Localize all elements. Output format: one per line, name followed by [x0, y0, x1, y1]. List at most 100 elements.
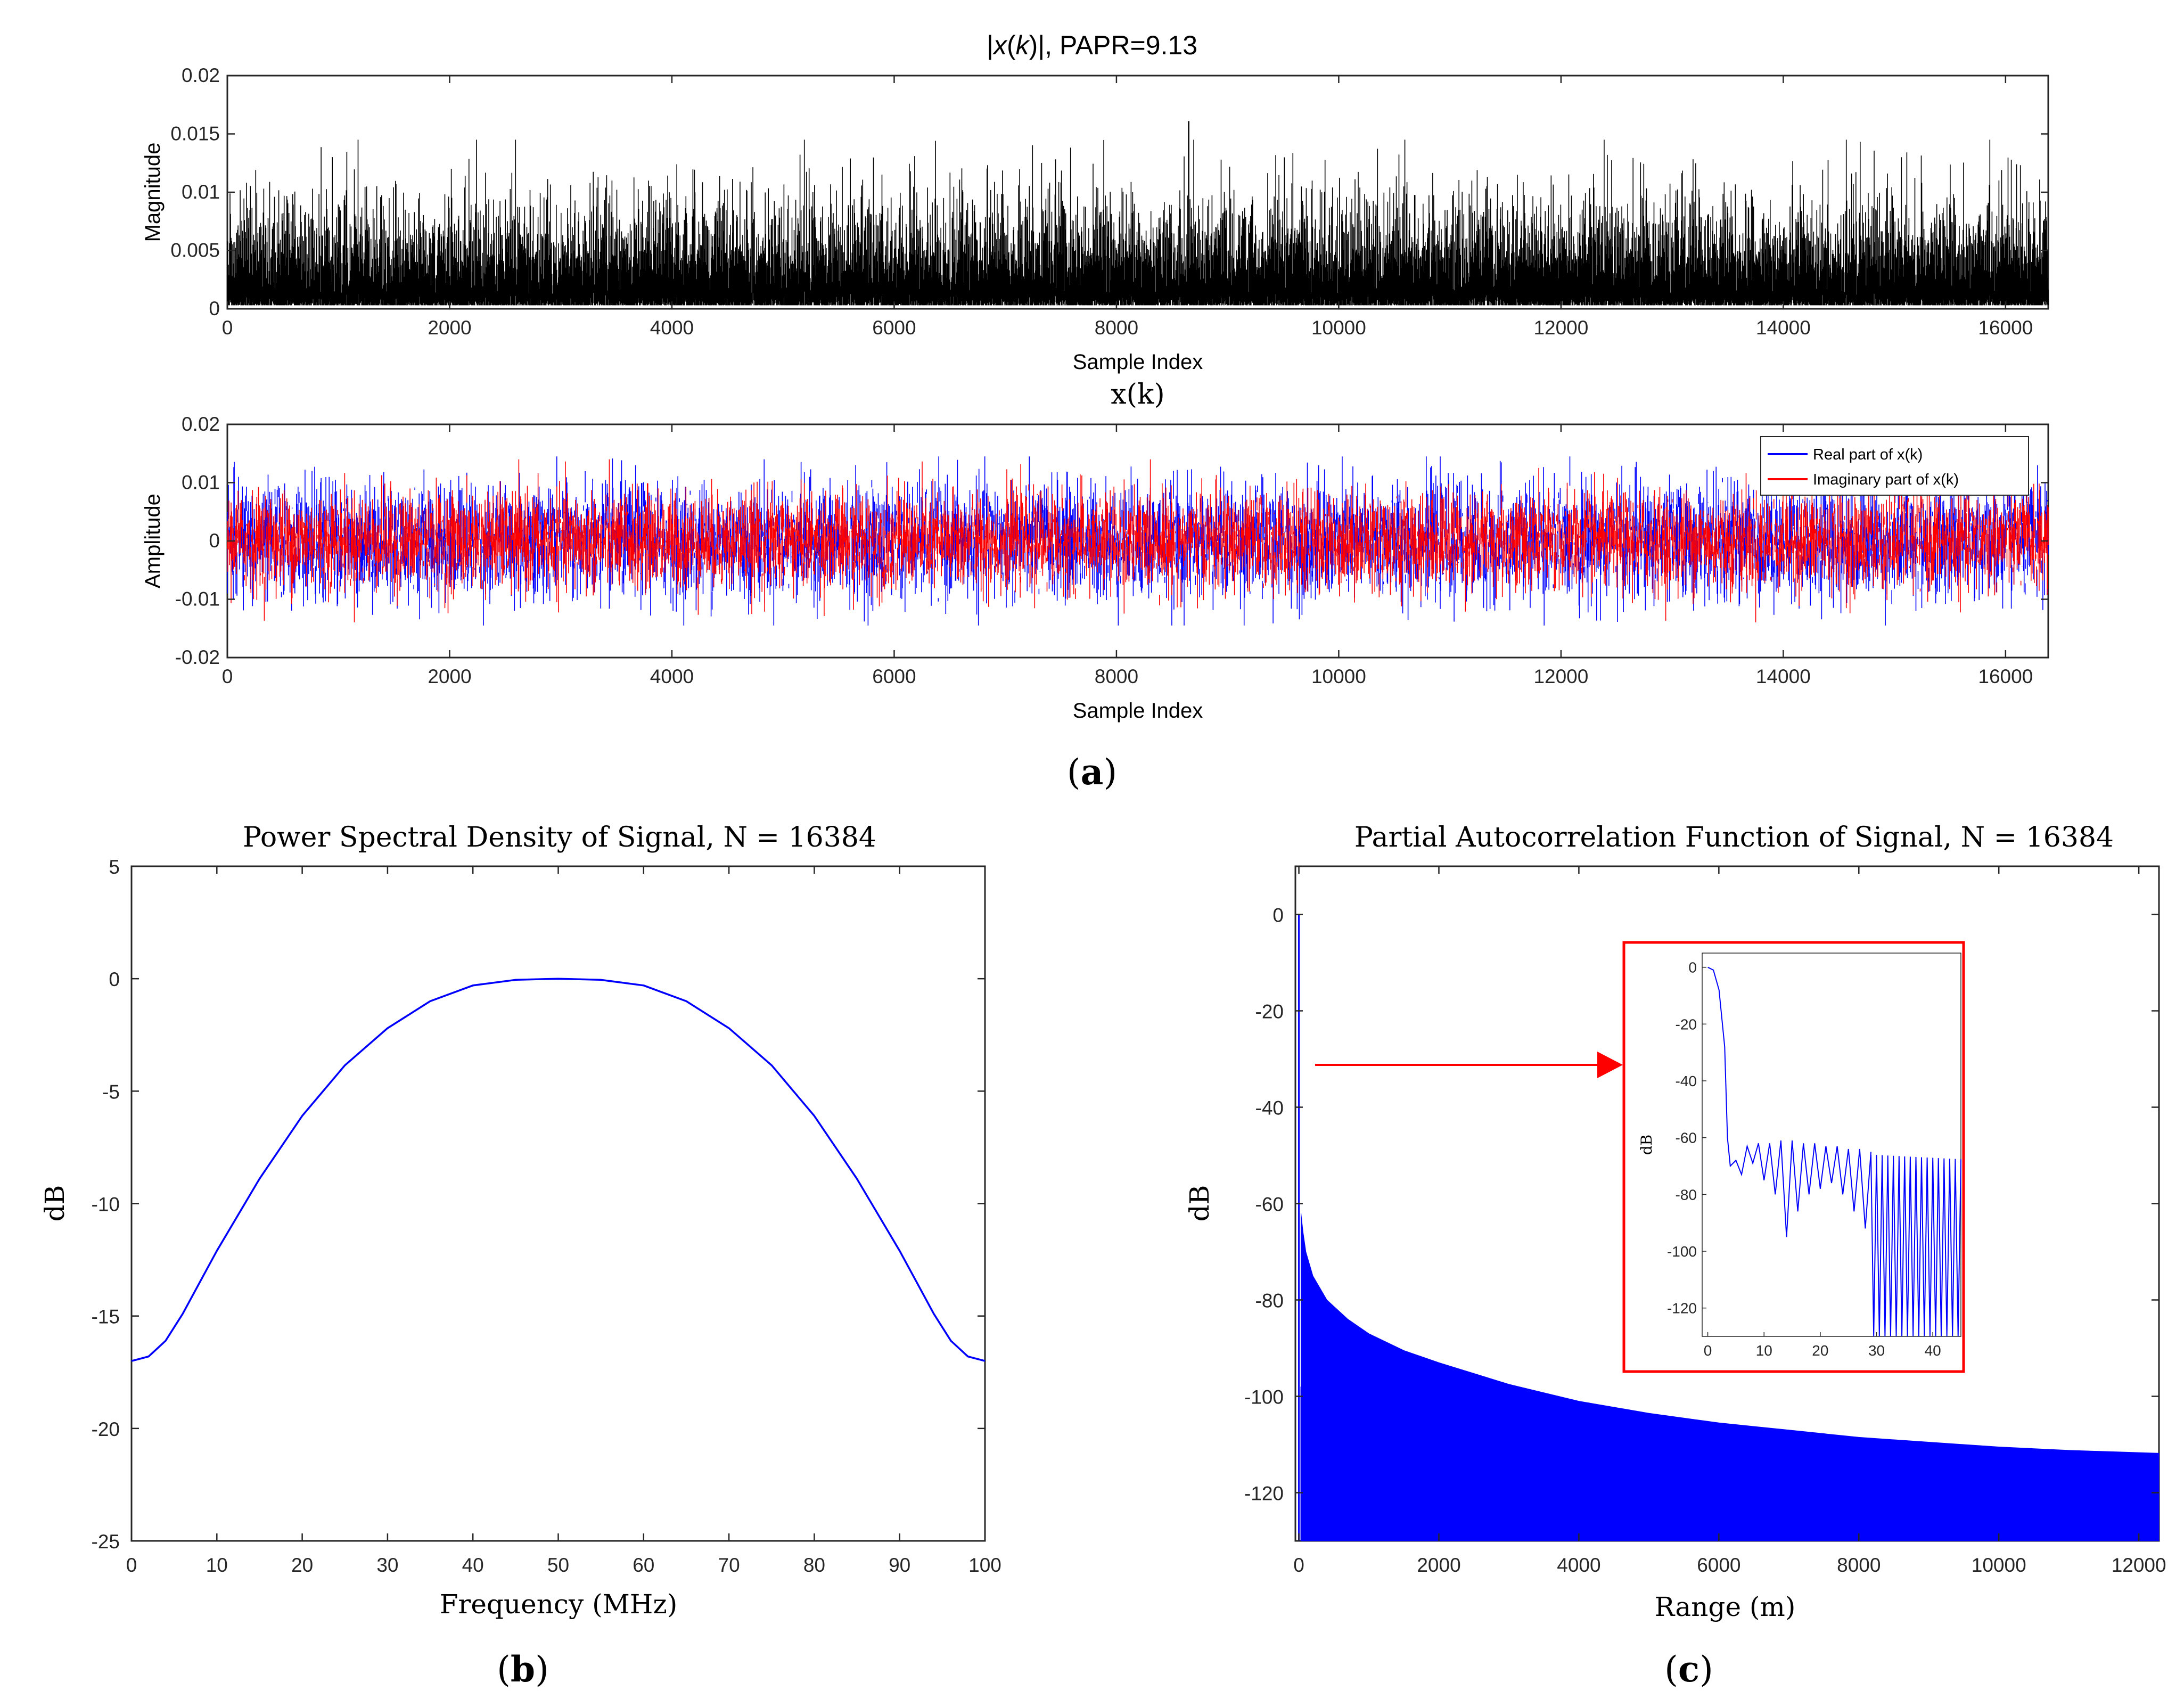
a1-xtick-label: 8000	[1095, 317, 1138, 339]
inset-ytick-label: -80	[1676, 1186, 1697, 1203]
b-xtick-label: 50	[547, 1554, 569, 1576]
a1-xtick-label: 10000	[1311, 317, 1366, 339]
a1-ytick-label: 0.01	[182, 181, 220, 203]
a2-xtick-label: 14000	[1756, 666, 1811, 687]
chart-b-series	[131, 978, 986, 1362]
chart-c-pacf: Partial Autocorrelation Function of Sign…	[1184, 822, 2166, 1622]
chart-c-title: Partial Autocorrelation Function of Sign…	[1354, 822, 2114, 853]
inset-xtick-label: 20	[1812, 1342, 1828, 1359]
b-xtick-label: 70	[718, 1554, 740, 1576]
b-ytick-label: -15	[92, 1306, 120, 1328]
legend-box	[1760, 436, 2029, 496]
c-ytick-label: -40	[1255, 1097, 1284, 1119]
chart-a2-series	[227, 456, 2049, 626]
inset-series	[1707, 966, 1961, 1337]
a2-ytick-label: 0.01	[182, 472, 220, 494]
a1-magnitude-trace	[227, 121, 2049, 306]
c-ytick-label: -120	[1244, 1483, 1284, 1505]
panel-label-a: (a)	[1067, 751, 1117, 793]
panel-label-c: (c)	[1664, 1648, 1713, 1690]
c-ytick-label: -80	[1255, 1290, 1284, 1312]
c-ytick-label: -60	[1255, 1194, 1284, 1216]
a2-xtick-label: 10000	[1311, 666, 1366, 687]
legend-label-real: Real part of x(k)	[1813, 446, 1923, 463]
a1-ytick-label: 0.005	[170, 240, 220, 261]
chart-b-title: Power Spectral Density of Signal, N = 16…	[243, 822, 876, 853]
a1-xtick-label: 16000	[1978, 317, 2033, 339]
b-xtick-label: 60	[633, 1554, 654, 1576]
b-xtick-label: 20	[291, 1554, 313, 1576]
chart-c-inset: 0 10 20 30 40 -120 -100 -80 -60 -40 -20 0 dB	[1622, 941, 1965, 1373]
c-ytick-label: -100	[1244, 1386, 1284, 1408]
b-ytick-label: -20	[92, 1418, 120, 1440]
a2-xtick-label: 8000	[1095, 666, 1138, 687]
b-xtick-label: 0	[126, 1554, 137, 1576]
inset-ytick-label: -40	[1676, 1073, 1697, 1089]
chart-a2-title: x(k)	[1111, 379, 1164, 411]
c-xtick-label: 10000	[1972, 1554, 2026, 1576]
c-ytick-label: 0	[1272, 905, 1284, 926]
inset-arrow-head	[1597, 1052, 1623, 1078]
chart-a1-ylabel: Magnitude	[141, 143, 165, 242]
c-ytick-label: -20	[1255, 1001, 1284, 1023]
a2-xtick-label: 2000	[428, 666, 471, 687]
b-ytick-label: -10	[92, 1194, 120, 1216]
b-ytick-label: 0	[109, 969, 120, 990]
chart-c-xlabel: Range (m)	[1655, 1591, 1796, 1622]
inset-xtick-label: 0	[1704, 1342, 1712, 1359]
chart-b-ylabel: dB	[39, 1185, 70, 1222]
chart-a2-amplitude: x(k) 0 2000 4000 6000 8000 10000 12000 14000 160…	[141, 379, 2049, 723]
inset-ytick-label: 0	[1688, 959, 1697, 976]
inset-ytick-label: -60	[1676, 1130, 1697, 1146]
a2-xtick-label: 6000	[872, 666, 916, 687]
panel-label-b: (b)	[497, 1648, 549, 1690]
chart-c-series	[1298, 914, 2160, 1541]
b-ytick-label: 5	[109, 856, 120, 878]
b-xtick-label: 100	[968, 1554, 1001, 1576]
inset-xtick-label: 30	[1868, 1342, 1885, 1359]
inset-ylabel: dB	[1638, 1135, 1655, 1155]
a2-xtick-label: 4000	[650, 666, 694, 687]
b-xtick-label: 90	[889, 1554, 910, 1576]
a1-xtick-label: 4000	[650, 317, 694, 339]
inset-deep-oscillation	[1870, 1154, 1961, 1337]
inset-xtick-label: 40	[1925, 1342, 1941, 1359]
chart-c-ylabel: dB	[1184, 1185, 1215, 1222]
chart-b-plot-area	[130, 865, 986, 1542]
a1-xtick-label: 14000	[1756, 317, 1811, 339]
a2-ytick-label: 0	[209, 530, 220, 552]
a2-xtick-label: 16000	[1978, 666, 2033, 687]
b-ytick-label: -25	[92, 1531, 120, 1553]
legend-label-imag: Imaginary part of x(k)	[1813, 471, 1959, 488]
inset-ytick-label: -20	[1676, 1016, 1697, 1032]
c-xtick-label: 2000	[1417, 1554, 1460, 1576]
b-xtick-label: 30	[376, 1554, 398, 1576]
a2-ytick-label: -0.02	[175, 646, 220, 668]
chart-a1-magnitude: |x(k)|, PAPR=9.13 0 2000 4000 6000 8000 10000…	[141, 30, 2049, 374]
a1-ytick-label: 0.02	[182, 64, 220, 86]
chart-b-xlabel: Frequency (MHz)	[440, 1589, 677, 1620]
inset-xtick-label: 10	[1756, 1342, 1772, 1359]
a1-ytick-label: 0.015	[170, 123, 220, 145]
a1-xtick-label: 0	[222, 317, 233, 339]
inset-ytick-label: -100	[1667, 1243, 1697, 1260]
c-xtick-label: 6000	[1697, 1554, 1740, 1576]
c-xtick-label: 8000	[1837, 1554, 1881, 1576]
a1-ytick-label: 0	[209, 298, 220, 319]
a1-xtick-label: 12000	[1533, 317, 1588, 339]
chart-a2-legend: Real part of x(k) Imaginary part of x(k)	[1760, 436, 2029, 496]
pacf-envelope-fill	[1301, 1213, 2160, 1541]
c-xtick-label: 12000	[2112, 1554, 2166, 1576]
chart-a2-xlabel: Sample Index	[1073, 699, 1203, 723]
a2-ytick-label: -0.01	[175, 588, 220, 610]
a2-imag-trace	[227, 459, 2049, 622]
b-ytick-label: -5	[102, 1081, 120, 1103]
chart-a1-title: |x(k)|, PAPR=9.13	[987, 30, 1197, 60]
c-xtick-label: 0	[1293, 1554, 1304, 1576]
b-xtick-label: 80	[803, 1554, 825, 1576]
chart-b-psd: Power Spectral Density of Signal, N = 16…	[39, 822, 1001, 1620]
chart-a1-series	[227, 121, 2049, 306]
psd-curve	[131, 978, 986, 1362]
inset-main-trace	[1707, 966, 1871, 1237]
b-xtick-label: 10	[206, 1554, 228, 1576]
